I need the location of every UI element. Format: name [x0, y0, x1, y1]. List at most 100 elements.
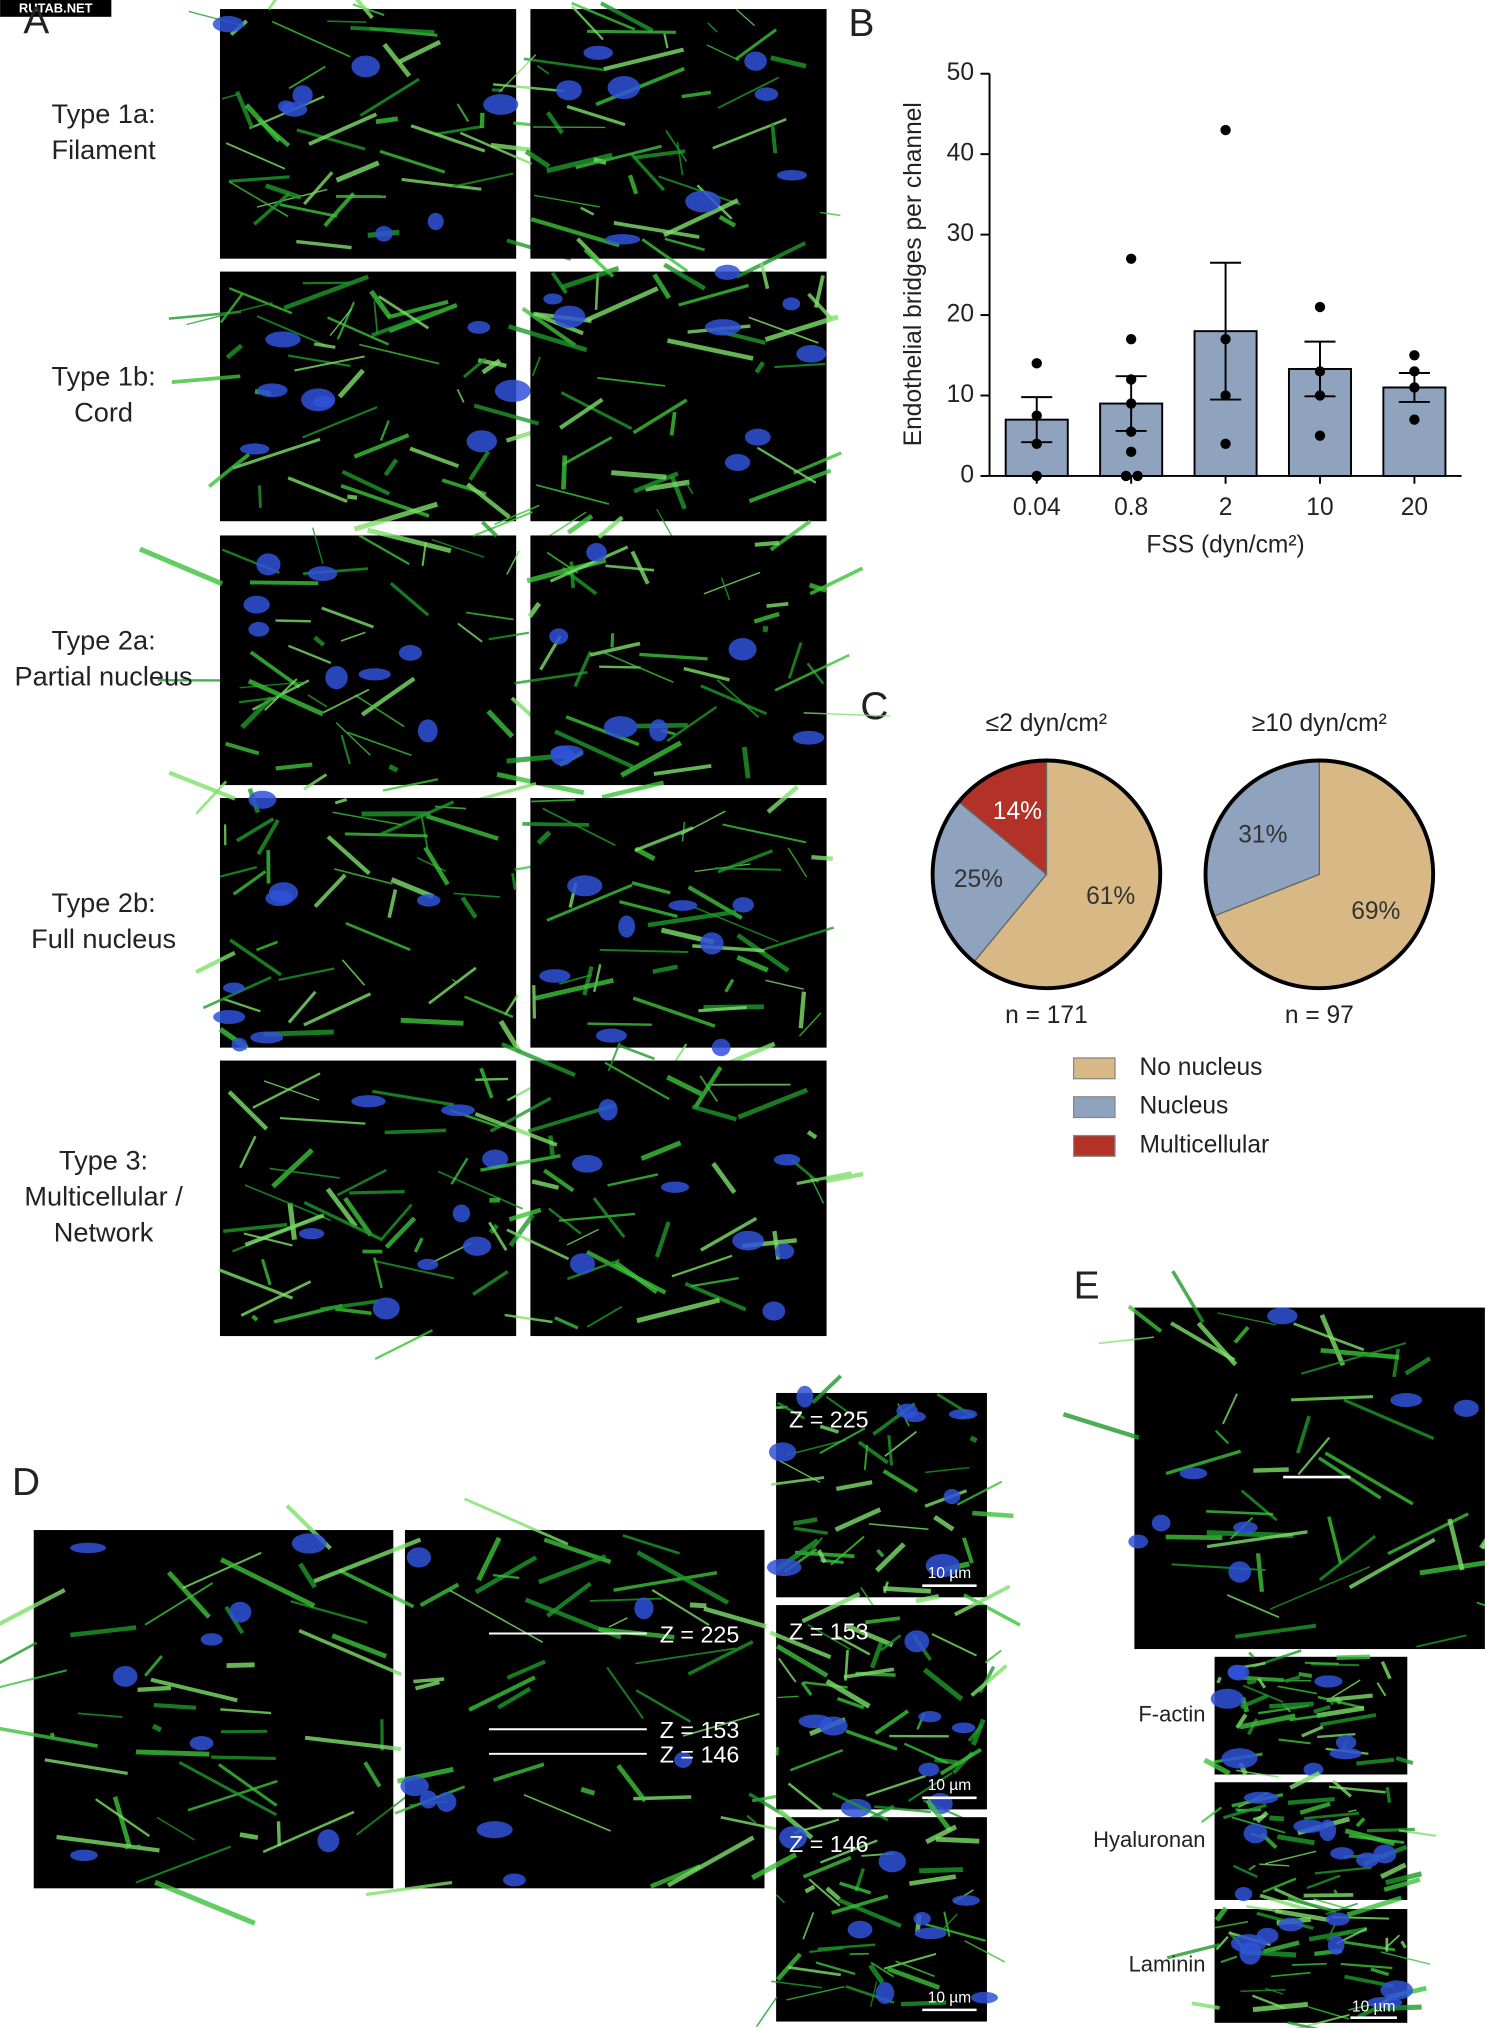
fiber — [1313, 1898, 1354, 1912]
fiber — [1127, 1304, 1163, 1333]
fiber — [244, 1184, 331, 1222]
fiber — [865, 1616, 901, 1625]
fiber — [600, 650, 674, 683]
nucleus — [668, 900, 698, 911]
fiber — [225, 343, 243, 360]
fiber — [1223, 1803, 1267, 1820]
label: 10 µm — [1352, 1998, 1395, 2015]
legend-swatch — [1072, 1096, 1116, 1119]
fiber — [493, 1762, 545, 1782]
fiber — [1215, 1430, 1230, 1445]
fiber — [240, 1280, 312, 1317]
fiber — [523, 1793, 612, 1832]
label: Multicellular / — [24, 1180, 183, 1211]
fiber — [1314, 1866, 1372, 1875]
label: Type 2b: — [51, 887, 155, 918]
fiber — [963, 1593, 1021, 1627]
fiber — [1287, 2021, 1320, 2028]
label: 0 — [960, 461, 974, 488]
fiber — [340, 734, 351, 765]
fiber — [722, 823, 807, 844]
label: 0.04 — [1013, 494, 1061, 521]
nucleus — [543, 293, 563, 305]
fiber — [786, 1986, 845, 2001]
fiber — [303, 1200, 384, 1242]
fiber — [736, 9, 756, 27]
fiber — [44, 1758, 128, 1776]
fiber — [1235, 1623, 1317, 1639]
fiber — [279, 1116, 366, 1125]
fiber — [620, 740, 683, 778]
fiber — [817, 1943, 876, 1951]
fiber — [481, 358, 502, 375]
nucleus — [914, 1927, 947, 1940]
legend-swatch — [1072, 1057, 1116, 1080]
fiber — [249, 650, 301, 689]
fiber — [707, 22, 718, 33]
fiber — [778, 1459, 821, 1483]
fiber — [1416, 1634, 1467, 1648]
fiber — [605, 564, 655, 572]
fiber — [334, 797, 348, 805]
fiber — [244, 1213, 325, 1247]
fiber — [587, 29, 676, 34]
fiber — [796, 1171, 852, 1186]
fiber — [641, 238, 689, 273]
label: ≥10 dyn/cm² — [1252, 710, 1387, 737]
nucleus — [1233, 1521, 1258, 1534]
fiber — [1385, 1871, 1423, 1886]
nucleus — [317, 1829, 340, 1853]
fiber — [70, 1625, 137, 1638]
nucleus — [278, 100, 295, 113]
fiber — [497, 1686, 532, 1710]
fiber — [1291, 1395, 1374, 1402]
fiber — [1191, 2001, 1220, 2010]
nucleus — [1327, 1935, 1345, 1955]
fiber — [303, 171, 334, 206]
fiber — [1220, 1955, 1238, 1964]
data-point — [1125, 446, 1137, 457]
data-point — [1314, 390, 1326, 401]
fiber — [1232, 1864, 1258, 1878]
micrograph-bg — [219, 9, 517, 259]
data-point — [1220, 390, 1231, 401]
label: 61% — [1086, 883, 1135, 910]
nucleus — [796, 345, 827, 363]
nucleus — [875, 1982, 895, 2005]
fiber — [764, 314, 839, 342]
fiber — [226, 1662, 255, 1668]
fiber — [748, 316, 819, 344]
label: Hyaluronan — [1093, 1827, 1205, 1852]
legend-swatch — [1072, 1134, 1116, 1157]
fiber — [221, 93, 238, 100]
fiber — [954, 1584, 1011, 1617]
micrograph — [1166, 1895, 1431, 2028]
nucleus — [660, 1181, 690, 1193]
nucleus — [1267, 1307, 1298, 1325]
fiber — [239, 1832, 259, 1840]
nucleus — [467, 320, 491, 334]
nucleus — [436, 1792, 457, 1812]
fiber — [218, 1763, 278, 1807]
fiber — [1370, 1967, 1390, 1977]
fiber — [759, 262, 770, 290]
fiber — [777, 1695, 799, 1699]
fiber — [865, 1774, 926, 1797]
label: Laminin — [1129, 1952, 1206, 1977]
fiber — [834, 1507, 882, 1532]
fiber — [792, 1517, 818, 1526]
fiber — [382, 778, 439, 792]
label: Multicellular — [1140, 1131, 1270, 1158]
fiber — [716, 679, 759, 718]
nucleus — [782, 297, 801, 311]
fiber — [1313, 1704, 1331, 1714]
fiber — [1217, 1312, 1277, 1326]
nucleus — [213, 1009, 246, 1025]
fiber — [652, 273, 672, 300]
nucleus — [231, 1037, 248, 1052]
nucleus — [229, 1601, 252, 1623]
nucleus — [744, 428, 771, 446]
fiber — [536, 484, 610, 505]
pie-outline — [930, 758, 1163, 991]
nucleus — [1380, 1980, 1413, 2000]
